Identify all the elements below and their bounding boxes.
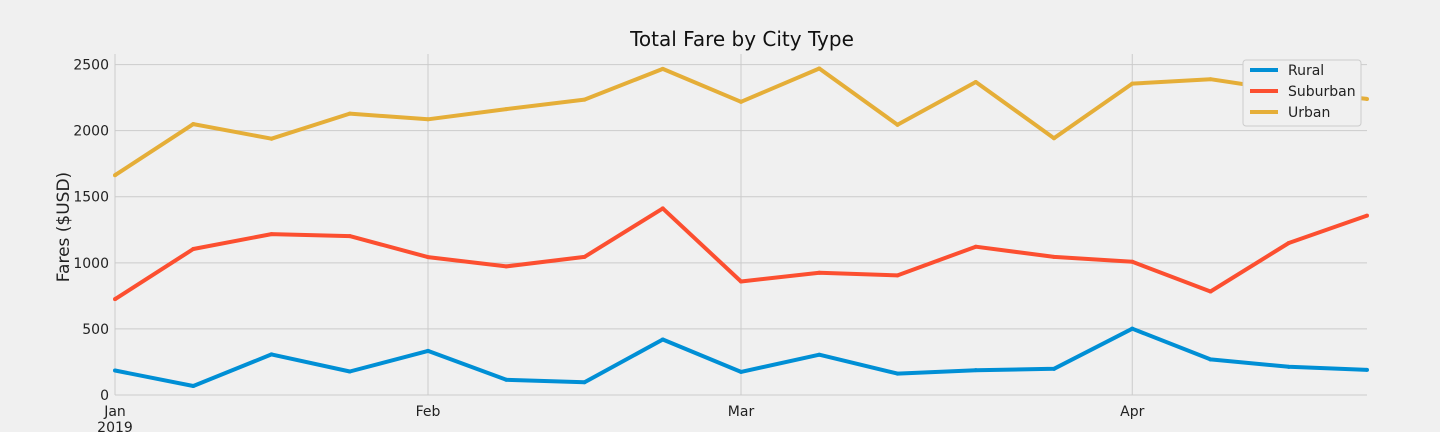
data-point — [895, 273, 900, 278]
data-point — [739, 279, 743, 284]
data-point — [426, 117, 430, 122]
data-point — [817, 270, 822, 275]
data-point — [582, 380, 587, 385]
data-point — [1286, 241, 1291, 246]
data-point — [269, 136, 274, 141]
data-point — [1365, 367, 1369, 372]
y-axis-ticks: 0 500 1000 1500 2000 2500 — [73, 58, 109, 404]
legend-box — [1242, 59, 1362, 127]
data-point — [113, 297, 117, 302]
data-point — [347, 369, 352, 374]
legend-label-urban: Urban — [1288, 105, 1330, 121]
data-point — [1130, 259, 1135, 264]
y-tick-label: 1500 — [73, 190, 109, 206]
series-urban — [113, 66, 1369, 178]
x-tick-label: Jan — [103, 404, 126, 420]
data-point — [347, 234, 352, 239]
data-point — [973, 80, 978, 85]
legend-label-rural: Rural — [1288, 63, 1324, 79]
data-point — [817, 66, 822, 71]
data-point — [1052, 254, 1056, 259]
data-point — [739, 99, 743, 104]
y-tick-label: 500 — [82, 322, 109, 338]
data-point — [426, 348, 430, 353]
y-axis-title: Fares ($USD) — [54, 172, 74, 282]
legend: Rural Suburban Urban — [1242, 59, 1362, 127]
data-point — [191, 246, 196, 251]
legend-label-suburban: Suburban — [1288, 84, 1356, 100]
series-rural — [113, 326, 1369, 389]
data-point — [973, 244, 978, 249]
data-point — [817, 352, 822, 357]
data-point — [504, 107, 509, 112]
data-point — [1130, 326, 1135, 331]
data-point — [347, 111, 352, 116]
data-point — [1286, 364, 1291, 369]
data-point — [269, 232, 274, 237]
chart-title: Total Fare by City Type — [629, 27, 854, 51]
data-point — [1052, 136, 1056, 141]
data-point — [191, 384, 196, 389]
data-point — [504, 377, 509, 382]
data-point — [739, 369, 743, 374]
y-tick-label: 2500 — [73, 58, 109, 74]
data-point — [582, 254, 587, 259]
grid — [114, 54, 1367, 396]
data-point — [1052, 366, 1056, 371]
y-tick-label: 0 — [100, 388, 109, 404]
data-point — [660, 206, 665, 211]
data-point — [895, 371, 900, 376]
data-point — [582, 97, 587, 102]
data-point — [269, 352, 274, 357]
data-point — [1365, 213, 1369, 218]
data-point — [895, 122, 900, 127]
data-point — [1208, 77, 1213, 82]
x-tick-label: Apr — [1120, 404, 1144, 420]
data-point — [504, 264, 509, 269]
data-point — [1365, 96, 1369, 101]
x-tick-sublabel: 2019 — [97, 420, 133, 432]
data-point — [1208, 289, 1213, 294]
data-point — [113, 173, 117, 178]
data-point — [1130, 81, 1135, 86]
series-lines — [113, 66, 1369, 389]
y-tick-label: 2000 — [73, 124, 109, 140]
x-tick-label: Mar — [728, 404, 755, 420]
data-point — [660, 337, 665, 342]
data-point — [191, 122, 196, 127]
data-point — [973, 368, 978, 373]
x-tick-label: Feb — [416, 404, 441, 420]
data-point — [426, 255, 430, 260]
data-point — [660, 66, 665, 71]
data-point — [113, 368, 117, 373]
y-tick-label: 1000 — [73, 256, 109, 272]
series-suburban — [113, 206, 1369, 302]
data-point — [1208, 357, 1213, 362]
